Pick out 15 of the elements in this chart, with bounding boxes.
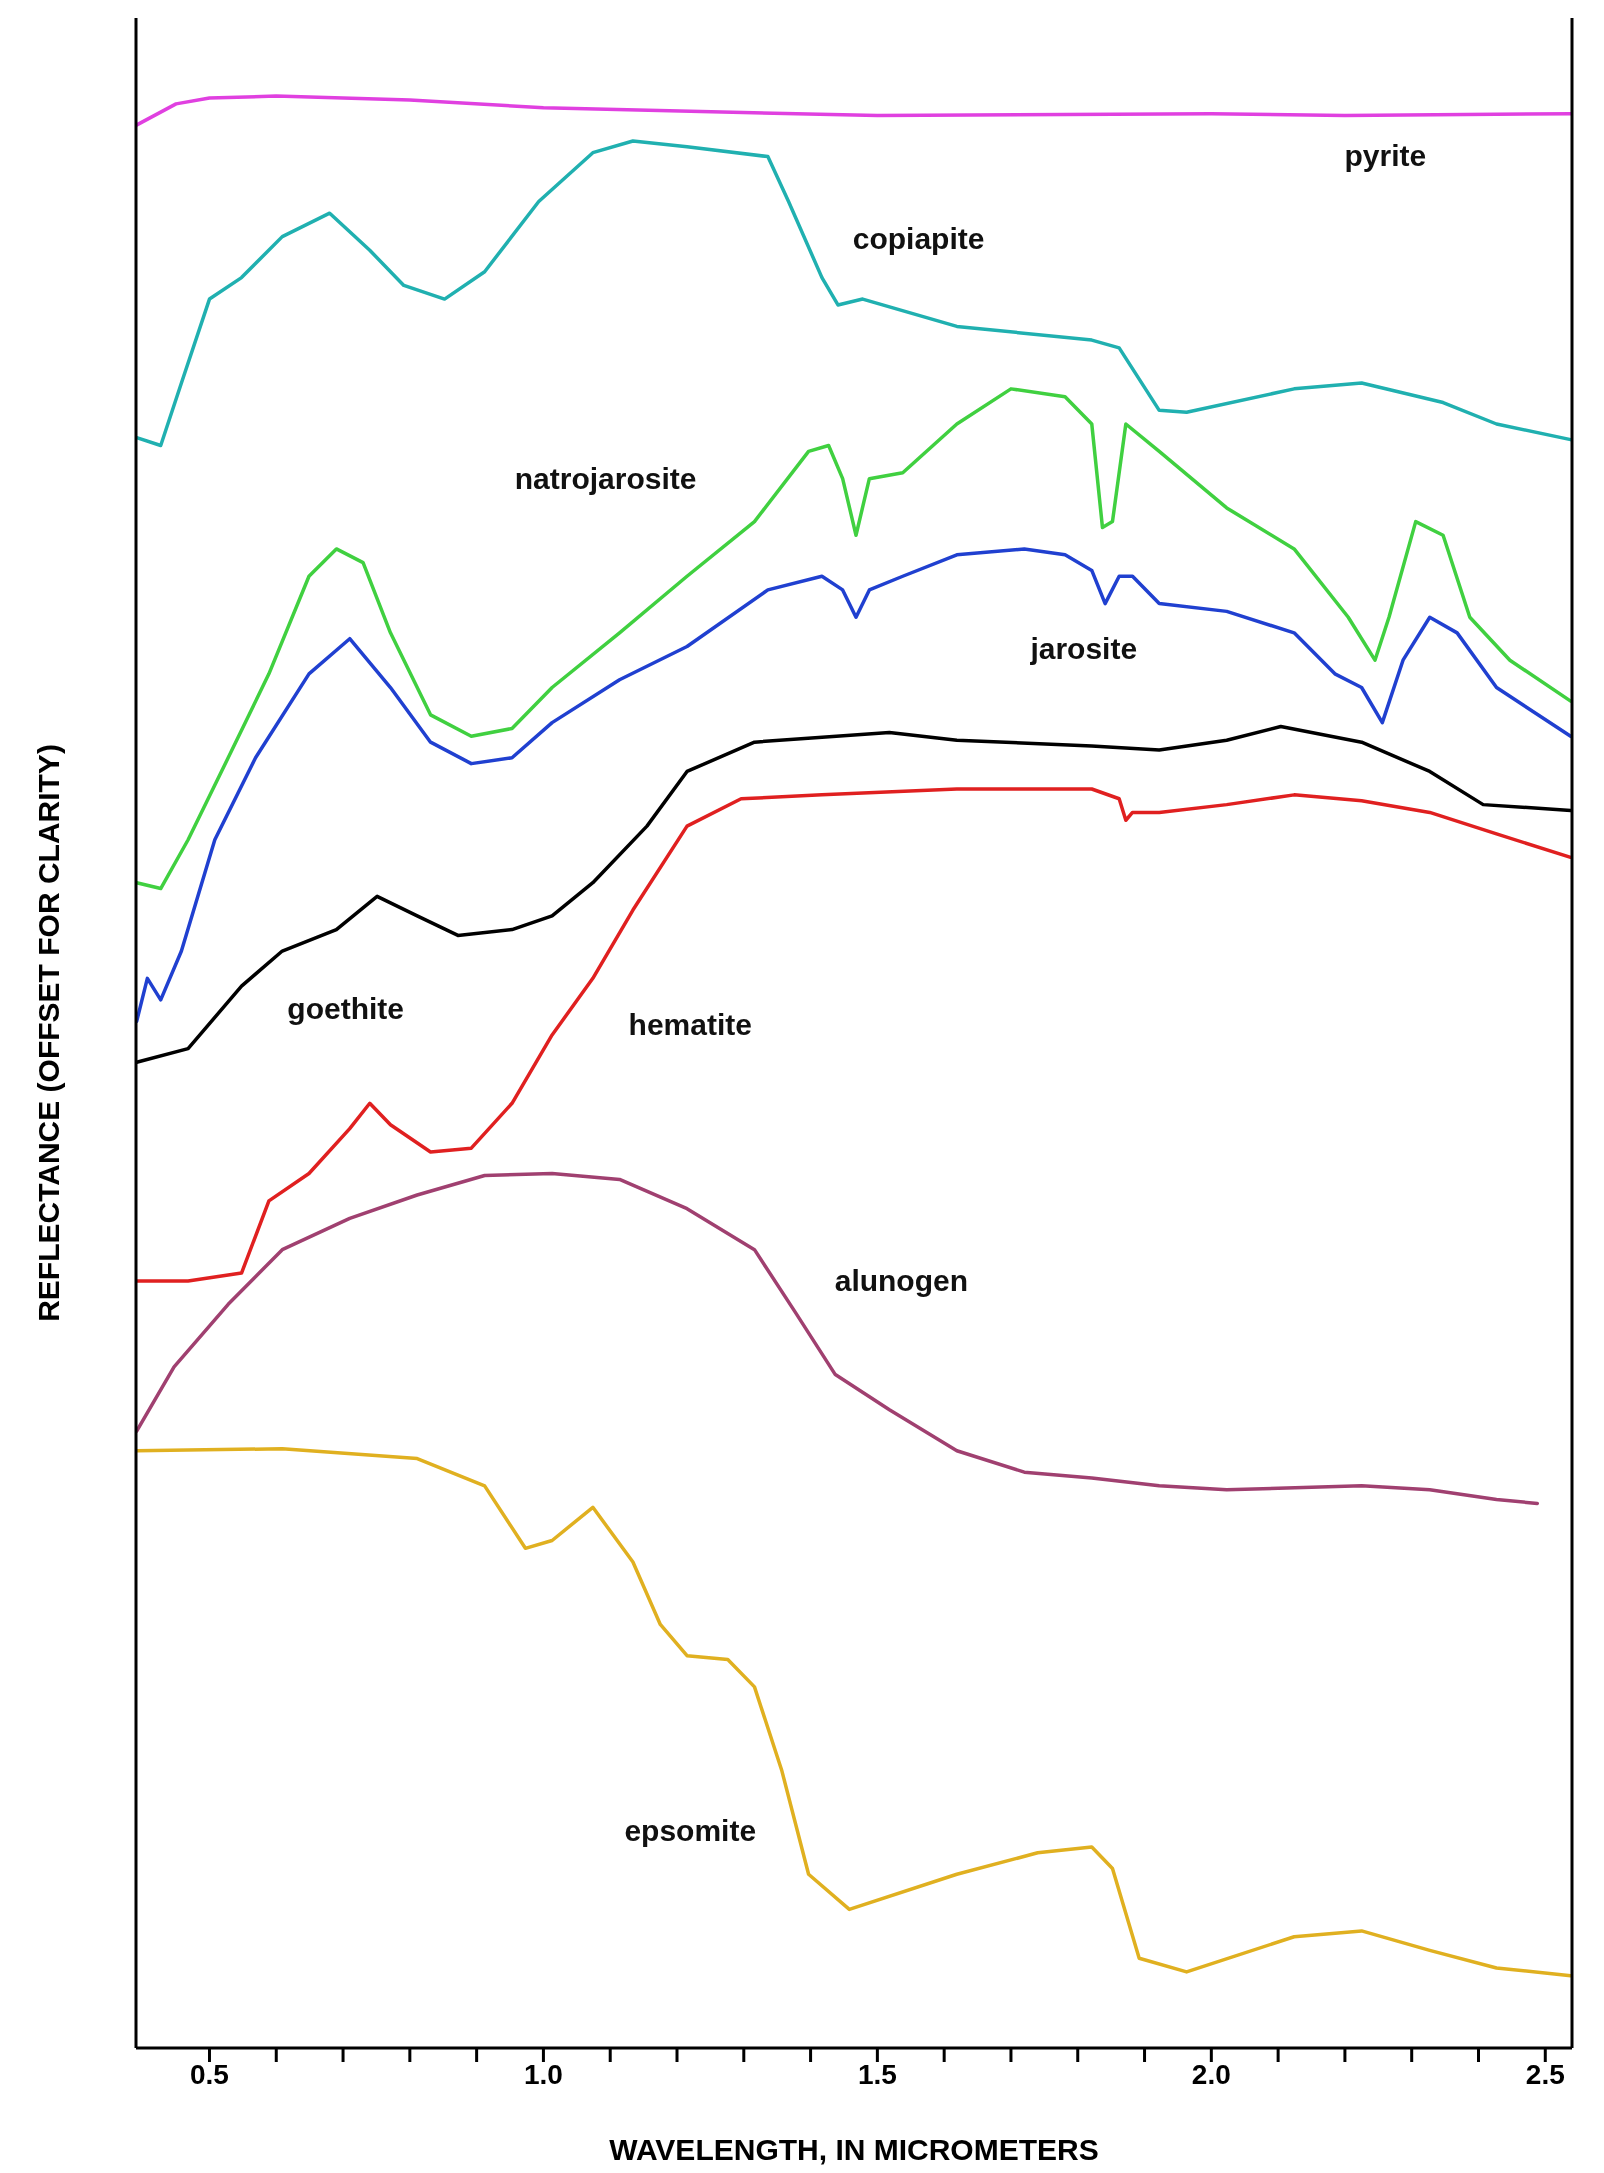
x-tick-label: 0.5	[190, 2058, 229, 2090]
series-label: epsomite	[624, 1813, 757, 1848]
x-tick-label: 1.5	[857, 2058, 897, 2090]
x-axis-title: WAVELENGTH, IN MICROMETERS	[609, 2133, 1099, 2166]
series-label: hematite	[628, 1007, 752, 1042]
series-label: natrojarosite	[514, 461, 697, 496]
series-label: goethite	[287, 991, 404, 1026]
y-axis-title: REFLECTANCE (OFFSET FOR CLARITY)	[31, 744, 65, 1322]
x-tick-label: 2.0	[1191, 2058, 1231, 2090]
series-label: jarosite	[1030, 632, 1138, 667]
series-label: copiapite	[852, 222, 985, 257]
x-tick-label: 2.5	[1525, 2058, 1565, 2090]
series-label: alunogen	[834, 1263, 969, 1298]
x-tick-label: 1.0	[523, 2058, 563, 2090]
series-label: pyrite	[1344, 139, 1427, 174]
